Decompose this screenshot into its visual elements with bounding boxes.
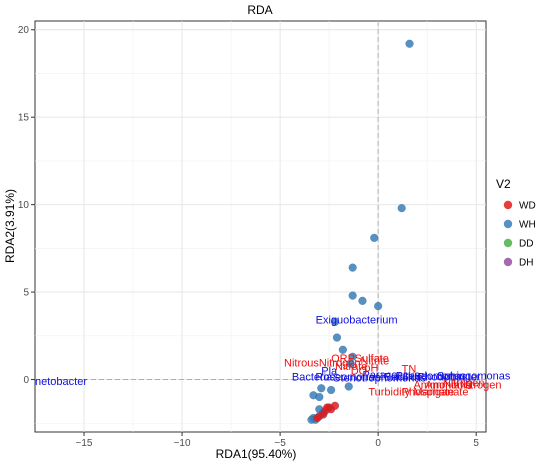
y-tick-label: 10 bbox=[18, 200, 30, 211]
env-factor-label: Nitrate bbox=[335, 361, 367, 373]
y-axis-title: RDA2(3.91%) bbox=[3, 189, 17, 263]
env-factor-label: Ammonia bbox=[425, 379, 472, 391]
legend-key-wh bbox=[503, 219, 513, 229]
x-axis-title: RDA1(95.40%) bbox=[216, 447, 297, 461]
point-wh bbox=[397, 203, 406, 213]
legend-label-dd: DD bbox=[519, 239, 533, 250]
env-factor-label: DO bbox=[351, 365, 368, 377]
point-wh bbox=[344, 382, 353, 391]
point-wh bbox=[370, 233, 379, 243]
taxon-label: Exiguobacterium bbox=[316, 315, 398, 327]
taxon-label: Rhodobacter bbox=[417, 371, 480, 383]
env-factor-label: Turbidity bbox=[368, 386, 410, 398]
env-factor-label: Nitrite bbox=[361, 356, 390, 368]
point-wh bbox=[348, 263, 357, 272]
env-factor-label: Sulfate bbox=[355, 353, 389, 365]
point-wh bbox=[332, 333, 342, 342]
taxon-label: Pseudomonas bbox=[396, 371, 467, 383]
x-tick-label: 5 bbox=[473, 438, 479, 449]
legend: V2 WD WH DD DH bbox=[496, 177, 536, 269]
taxon-label: Bacteria bbox=[292, 371, 333, 383]
point-wh bbox=[326, 385, 336, 395]
point-wh bbox=[330, 317, 340, 326]
plot-panel bbox=[34, 20, 487, 433]
legend-title: V2 bbox=[496, 177, 511, 191]
y-tick-label: 15 bbox=[18, 113, 30, 124]
axis-ticks: −15 −10 −5 0 5 0 5 10 15 20 bbox=[18, 25, 480, 449]
sample-points bbox=[307, 39, 414, 424]
y-tick-label: 0 bbox=[23, 375, 29, 386]
taxon-label: Pla bbox=[321, 365, 338, 377]
env-labels: ORP SulfateNitriteNitrousNitrogenNitratep… bbox=[284, 353, 501, 398]
taxon-label: Paracoccus bbox=[362, 370, 420, 382]
env-factor-label: pH bbox=[364, 363, 378, 375]
point-wh bbox=[374, 301, 383, 311]
point-wh bbox=[338, 345, 348, 354]
env-factor-label: TN bbox=[402, 364, 417, 376]
legend-key-wd bbox=[503, 200, 513, 210]
y-tick-label: 5 bbox=[23, 288, 29, 299]
taxon-label: Stenotrophomonas bbox=[333, 372, 426, 384]
taxon-label: netobacter bbox=[35, 376, 87, 388]
legend-label-wd: WD bbox=[519, 201, 536, 212]
point-wh bbox=[358, 296, 367, 305]
panel-border bbox=[34, 20, 487, 433]
point-wd bbox=[330, 401, 340, 410]
point-wh bbox=[317, 384, 326, 393]
env-factor-label: AmmoniaNitrogen bbox=[413, 379, 501, 391]
legend-key-dh bbox=[503, 257, 513, 267]
legend-key-dd bbox=[503, 238, 513, 248]
taxa-labels: Exiguobacterium netobacter PlaBacteriaRose… bbox=[35, 315, 511, 388]
point-wh bbox=[346, 359, 355, 368]
legend-label-dh: DH bbox=[519, 258, 533, 269]
chart-title: RDA bbox=[247, 3, 272, 17]
y-tick-label: 20 bbox=[18, 25, 30, 36]
point-wd bbox=[313, 413, 322, 423]
env-factor-label: Manganate bbox=[413, 386, 468, 398]
point-wh bbox=[348, 291, 357, 300]
x-tick-label: 0 bbox=[375, 438, 381, 449]
point-wh bbox=[315, 392, 324, 402]
x-tick-label: −5 bbox=[274, 438, 286, 449]
env-factor-label: Phosphate bbox=[402, 386, 455, 398]
env-factor-label: NitrousNitrogen bbox=[284, 357, 360, 369]
taxon-label: Bacillus bbox=[384, 371, 422, 383]
taxon-label: Roseomonas bbox=[315, 371, 380, 383]
env-factor-label: Nitrogen bbox=[443, 378, 485, 390]
env-factor-label: ORP bbox=[331, 353, 355, 365]
reference-lines bbox=[35, 21, 486, 432]
x-tick-label: −15 bbox=[76, 438, 93, 449]
taxon-label: Sphingomonas bbox=[437, 371, 511, 383]
point-wh bbox=[405, 39, 414, 48]
legend-label-wh: WH bbox=[519, 220, 536, 231]
x-tick-label: −10 bbox=[174, 438, 191, 449]
